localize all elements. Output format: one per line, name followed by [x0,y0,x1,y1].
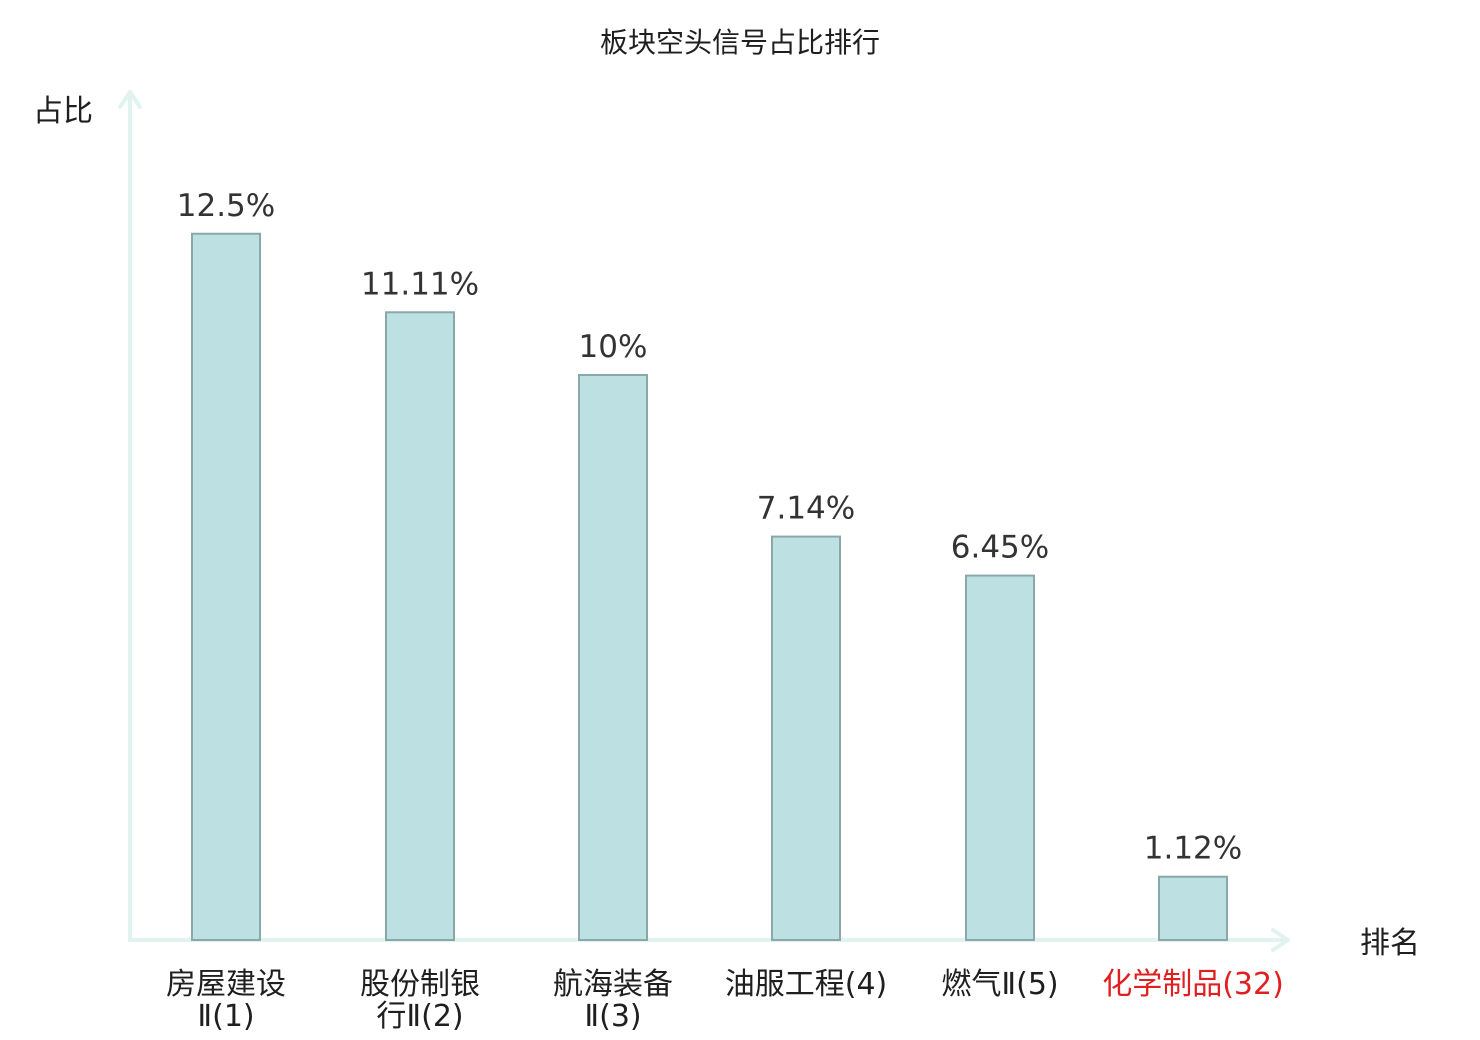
category-label: 燃气Ⅱ(5) [941,967,1058,1002]
bar [578,374,648,941]
bar-value-label: 10% [579,329,648,365]
bar [191,232,261,941]
y-axis-arrow [118,90,142,109]
category-label: 油服工程(4) [725,967,888,1002]
category-label: 股份制银 [360,967,480,1002]
y-axis-label: 占比 [33,94,93,129]
bar-value-label: 11.11% [361,266,479,302]
bar-group [191,232,1228,942]
category-label: 房屋建设 [166,967,286,1002]
chart-title: 板块空头信号占比排行 [600,26,880,59]
x-axis-arrow [1271,928,1290,952]
category-label: Ⅱ(1) [197,999,254,1034]
bar-value-label: 1.12% [1144,831,1242,867]
category-label: 航海装备 [553,967,673,1002]
bar-value-label: 7.14% [757,491,855,527]
category-label: Ⅱ(3) [584,999,641,1034]
x-axis-label: 排名 [1360,926,1420,961]
bar [771,535,841,942]
category-label: 行Ⅱ(2) [376,999,463,1034]
value-label-group: 12.5% 11.11% 10% 7.14% 6.45% 1.12% [177,188,1242,867]
bar [385,311,455,942]
bar [965,574,1035,941]
category-label: 化学制品(32) [1102,967,1284,1002]
bar [1158,875,1228,941]
bar-value-label: 6.45% [951,530,1049,566]
bar-value-label: 12.5% [177,188,275,224]
